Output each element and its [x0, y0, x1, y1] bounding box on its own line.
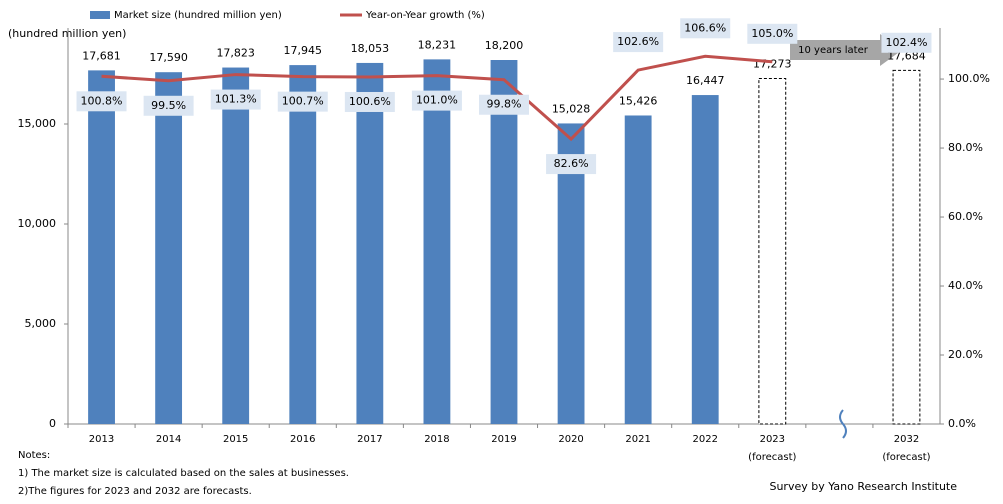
value-label-box [546, 154, 597, 175]
value-label: 105.0% [751, 27, 793, 40]
x-tick-label: 2014 [156, 434, 181, 445]
value-label-box [613, 32, 664, 53]
x-tick-sublabel: (forecast) [882, 452, 930, 463]
value-label-box [143, 95, 194, 116]
note: Notes: [18, 450, 50, 461]
y2-tick-label: 20.0% [948, 348, 983, 361]
value-label-box [881, 32, 932, 53]
bar [490, 60, 518, 424]
line [101, 54, 773, 142]
value-label: 18,200 [485, 39, 524, 52]
arrow [790, 34, 902, 66]
value-label-box [277, 91, 328, 112]
y-tick-label: 15,000 [18, 117, 57, 130]
value-label: 99.5% [151, 99, 186, 112]
x-tick-label: 2015 [223, 434, 248, 445]
x-tick-label: 2021 [625, 434, 650, 445]
value-label: 82.6% [554, 157, 589, 170]
note: 1) The market size is calculated based o… [18, 468, 349, 479]
value-label: 99.8% [487, 98, 522, 111]
bar [691, 95, 719, 424]
bar [423, 59, 451, 424]
x-tick-label: 2022 [693, 434, 718, 445]
value-label-box [344, 91, 395, 112]
value-label: 100.8% [81, 94, 123, 107]
x-tick-label: 2023 [760, 434, 785, 445]
y2-tick-label: 100.0% [948, 72, 990, 85]
value-label-box [479, 94, 529, 115]
value-label: 17,590 [149, 51, 188, 64]
value-label: 17,681 [82, 49, 121, 62]
legend-swatch [90, 11, 110, 19]
bar [88, 70, 115, 424]
value-label: 15,426 [619, 94, 658, 107]
value-label: 102.4% [885, 36, 927, 49]
bar [155, 72, 183, 424]
x-tick-label: 2032 [894, 434, 919, 445]
source: Survey by Yano Research Institute [769, 480, 957, 493]
y-axis-label: (hundred million yen) [8, 27, 126, 40]
bar [624, 115, 652, 424]
bar [222, 67, 250, 424]
value-label-box [747, 23, 798, 44]
value-label: 101.0% [416, 94, 458, 107]
bar [758, 78, 787, 425]
value-label: 100.7% [282, 95, 324, 108]
x-tick-label: 2020 [558, 434, 583, 445]
value-label-box [411, 90, 462, 111]
x-tick-label: 2016 [290, 434, 315, 445]
x-tick-label: 2013 [89, 434, 114, 445]
value-label: 18,231 [418, 38, 457, 51]
value-label: 100.6% [349, 95, 391, 108]
bar [892, 69, 921, 425]
value-label: 18,053 [351, 42, 390, 55]
x-tick-sublabel: (forecast) [748, 452, 796, 463]
axis-break [839, 409, 847, 439]
y2-tick-label: 60.0% [948, 210, 983, 223]
value-label-box [210, 89, 261, 110]
value-label: 17,823 [216, 47, 255, 60]
value-label: 106.6% [684, 21, 726, 34]
bar [289, 65, 317, 424]
bar [356, 62, 384, 424]
legend-label: Market size (hundred million yen) [114, 10, 282, 21]
y-tick-label: 5,000 [25, 317, 57, 330]
y-tick-label: 10,000 [18, 217, 57, 230]
value-label: 16,447 [686, 74, 725, 87]
value-label-box [680, 18, 731, 39]
x-tick-label: 2018 [424, 434, 449, 445]
value-label: 101.3% [215, 93, 257, 106]
y2-tick-label: 0.0% [948, 417, 976, 430]
x-tick-label: 2017 [357, 434, 382, 445]
value-label-box [76, 91, 127, 112]
x-tick-label: 2019 [491, 434, 516, 445]
note: 2)The figures for 2023 and 2032 are fore… [18, 486, 252, 497]
y2-tick-label: 40.0% [948, 279, 983, 292]
y-tick-label: 0 [49, 417, 56, 430]
y2-tick-label: 80.0% [948, 141, 983, 154]
value-label: 15,028 [552, 102, 591, 115]
annotation: 10 years later [798, 45, 869, 56]
value-label: 17,945 [284, 44, 323, 57]
value-label: 102.6% [617, 35, 659, 48]
legend-label: Year-on-Year growth (%) [365, 10, 485, 21]
